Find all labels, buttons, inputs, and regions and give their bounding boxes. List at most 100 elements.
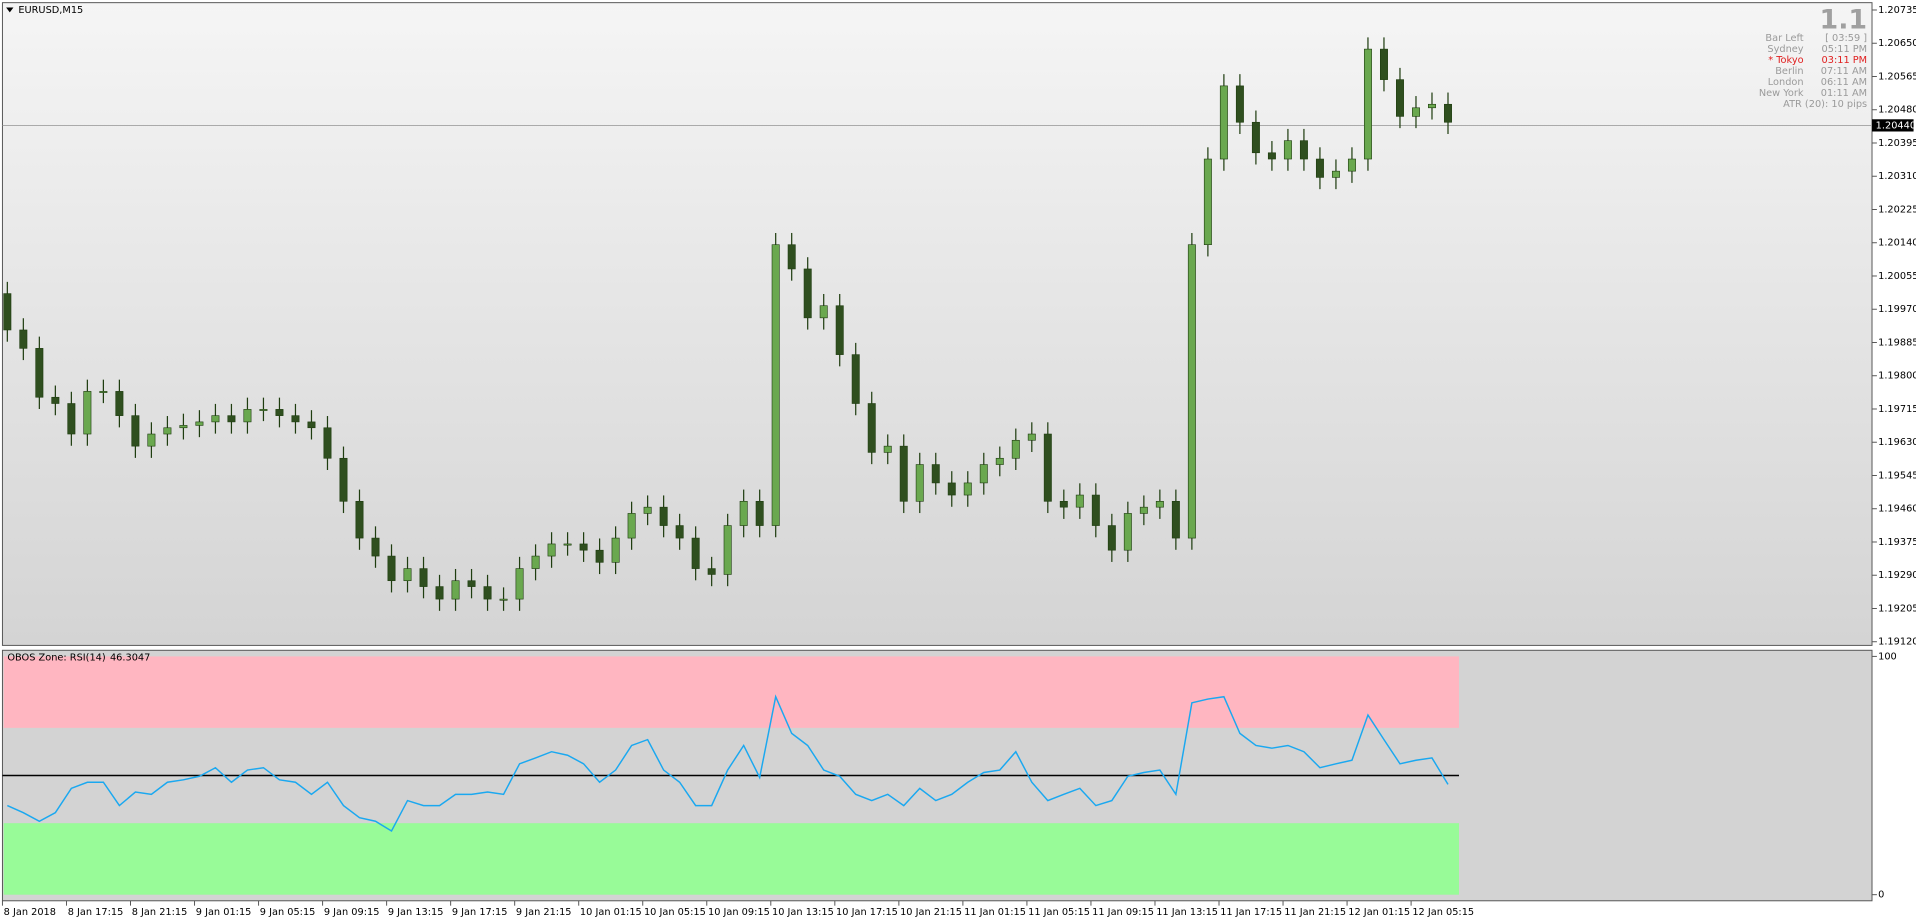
candle-body — [1315, 158, 1324, 178]
candle-body — [1379, 48, 1388, 80]
candle-body — [1075, 494, 1084, 508]
candle-body — [739, 500, 748, 526]
candle-body — [691, 537, 700, 569]
y-tick-label: 1.19375 — [1878, 537, 1916, 548]
x-tick-label: 12 Jan 01:15 — [1348, 907, 1410, 918]
candle-body — [3, 293, 12, 331]
x-tick-label: 10 Jan 05:15 — [644, 907, 706, 918]
indicator-title: OBOS Zone: RSI(14) — [7, 653, 105, 664]
candle-body — [1267, 152, 1276, 160]
candle-body — [1043, 433, 1052, 502]
indicator-value: 46.3047 — [110, 653, 150, 664]
y-tick-label: 1.20310 — [1878, 171, 1916, 182]
candle-body — [915, 464, 924, 502]
candle-body — [1444, 103, 1452, 123]
candle-body — [1171, 500, 1180, 539]
candle-body — [1059, 500, 1068, 508]
x-tick-label: 11 Jan 21:15 — [1284, 907, 1346, 918]
candle-body — [867, 403, 876, 453]
candle-body — [1396, 79, 1404, 117]
candle-body — [371, 537, 380, 557]
info-value: 07:11 AM — [1821, 66, 1867, 77]
candle-body — [243, 409, 252, 423]
candle-body — [467, 580, 476, 587]
candle-body — [403, 568, 412, 582]
x-tick-label: 9 Jan 01:15 — [196, 907, 252, 918]
rsi-line — [7, 694, 1449, 833]
y-tick-label: 1.19800 — [1878, 371, 1916, 382]
candle-body — [499, 598, 508, 601]
candle-body — [995, 457, 1004, 465]
zone — [3, 823, 1459, 895]
info-value: 06:11 AM — [1821, 77, 1867, 88]
candle-body — [547, 543, 556, 557]
info-label: London — [1768, 77, 1804, 88]
y-tick-label: 1.19290 — [1878, 570, 1916, 581]
x-tick-label: 11 Jan 13:15 — [1156, 907, 1218, 918]
y-tick-label: 1.20140 — [1878, 238, 1916, 249]
info-label: Sydney — [1767, 44, 1803, 55]
candle-body — [83, 391, 92, 435]
candle-body — [387, 555, 396, 582]
candle-body — [1139, 506, 1148, 514]
candle-body — [595, 549, 604, 563]
candle-body — [1219, 85, 1228, 160]
candle-body — [707, 568, 716, 575]
x-tick-label: 10 Jan 09:15 — [708, 907, 770, 918]
candle-body — [531, 555, 540, 569]
y-tick-label: 1.19120 — [1878, 637, 1916, 648]
candle-body — [723, 525, 732, 575]
candle-body — [131, 415, 140, 447]
candle-body — [883, 445, 892, 453]
y-tick-label: 1.19970 — [1878, 304, 1916, 315]
x-tick-label: 10 Jan 13:15 — [772, 907, 834, 918]
y-tick-label: 1.19545 — [1878, 470, 1916, 481]
x-tick-label: 10 Jan 17:15 — [836, 907, 898, 918]
candle-body — [483, 586, 492, 600]
candle-body — [659, 506, 668, 526]
candle-body — [1331, 170, 1340, 178]
x-tick-label: 9 Jan 09:15 — [324, 907, 380, 918]
candle-body — [899, 445, 908, 502]
x-tick-label: 12 Jan 05:15 — [1412, 907, 1474, 918]
candle-body — [963, 482, 972, 496]
candle-body — [947, 482, 956, 496]
y-tick-label: 1.20650 — [1878, 38, 1916, 49]
x-tick-label: 8 Jan 21:15 — [132, 907, 188, 918]
candle-body — [307, 421, 316, 429]
y-tick-label: 1.20735 — [1878, 5, 1916, 16]
candle-body — [147, 433, 156, 447]
candle-body — [1155, 500, 1164, 508]
info-value: 05:11 PM — [1822, 44, 1868, 55]
candle-body — [1187, 244, 1196, 539]
candle-body — [419, 568, 428, 587]
y-tick-label: 1.19885 — [1878, 337, 1916, 348]
y-tick-label: 1.19205 — [1878, 603, 1916, 614]
y-tick-label: 0 — [1878, 890, 1884, 901]
x-tick-label: 9 Jan 17:15 — [452, 907, 508, 918]
candle-body — [355, 500, 364, 539]
menu-arrow[interactable] — [6, 7, 14, 13]
x-tick-label: 9 Jan 05:15 — [260, 907, 316, 918]
x-tick-label: 11 Jan 09:15 — [1092, 907, 1154, 918]
x-tick-label: 8 Jan 2018 — [4, 907, 56, 918]
info-label: Berlin — [1775, 66, 1803, 77]
info-label: Bar Left — [1765, 33, 1803, 44]
info-value: 01:11 AM — [1821, 88, 1867, 99]
current-price-label: 1.20440 — [1876, 120, 1916, 131]
x-tick-label: 11 Jan 05:15 — [1028, 907, 1090, 918]
candle-body — [451, 580, 460, 600]
candle-body — [851, 354, 860, 404]
candle-body — [1363, 48, 1372, 160]
candle-body — [1203, 158, 1212, 246]
candle-body — [259, 409, 268, 411]
y-tick-label: 1.20480 — [1878, 105, 1916, 116]
candle-body — [339, 457, 348, 502]
info-label: * Tokyo — [1768, 55, 1803, 66]
candle-body — [611, 537, 620, 563]
candle-body — [99, 391, 108, 393]
x-tick-label: 9 Jan 21:15 — [516, 907, 572, 918]
y-tick-label: 1.20225 — [1878, 204, 1916, 215]
x-tick-label: 9 Jan 13:15 — [388, 907, 444, 918]
